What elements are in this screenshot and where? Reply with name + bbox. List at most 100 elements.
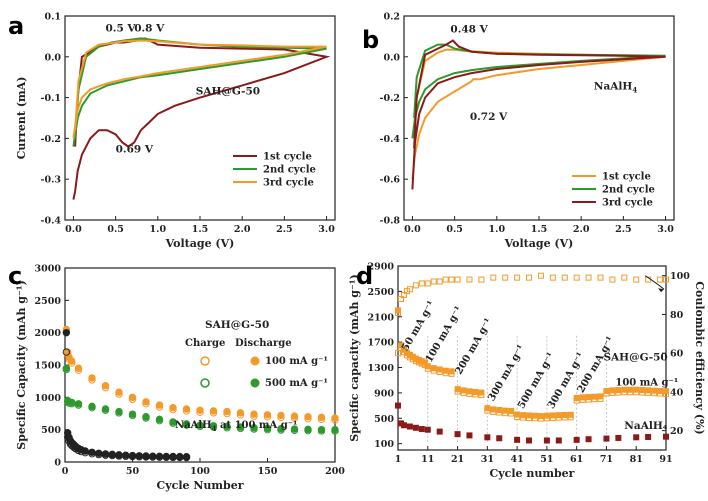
data-point <box>395 309 401 316</box>
data-point <box>209 409 218 417</box>
data-point <box>543 415 550 422</box>
data-point <box>633 434 640 441</box>
data-point <box>555 437 562 444</box>
data-point <box>182 453 191 462</box>
x-tick-label: 71 <box>600 454 613 465</box>
data-point <box>490 408 497 415</box>
data-point <box>128 393 137 402</box>
legend-marker-discharge <box>250 356 260 366</box>
data-point <box>597 274 604 281</box>
data-point <box>62 348 71 356</box>
y-tick-label: -0.8 <box>380 216 401 227</box>
y-tick-label: 500 <box>374 414 394 425</box>
x-tick-label: 2.0 <box>573 224 590 235</box>
peak-annotation: 0.5 V <box>106 23 137 35</box>
data-point <box>290 426 299 435</box>
legend-label: 3rd cycle <box>602 198 653 209</box>
x-tick-label: 100 <box>190 466 210 477</box>
data-point <box>142 400 150 408</box>
peak-annotation: 0.48 V <box>450 23 488 35</box>
y-tick-label: 1500 <box>35 361 62 372</box>
data-point <box>621 389 628 396</box>
data-point <box>466 276 473 283</box>
data-point <box>663 433 669 440</box>
x-tick-label: 3.0 <box>657 224 674 235</box>
x-tick-label: 50 <box>126 466 140 477</box>
x-tick-label: 0.0 <box>404 224 421 235</box>
data-point <box>223 424 231 432</box>
data-point <box>484 434 491 441</box>
data-point <box>526 274 533 281</box>
y-tick-label: 500 <box>41 425 61 436</box>
data-point <box>209 423 218 431</box>
naalh4-annotation: NaAlH4 at 100 mA g⁻¹ <box>175 420 297 433</box>
data-point <box>478 276 485 283</box>
data-point <box>250 410 258 418</box>
data-point <box>223 407 231 416</box>
x-tick-label: 0.0 <box>65 224 82 235</box>
x-tick-label: 51 <box>540 454 553 465</box>
data-point <box>418 426 425 433</box>
data-point <box>645 433 652 440</box>
data-point <box>573 274 580 281</box>
data-point <box>263 425 272 434</box>
data-point <box>657 276 664 283</box>
data-point <box>169 419 177 427</box>
x-axis-label: Cycle number <box>490 467 575 480</box>
data-point <box>484 407 491 414</box>
data-point <box>406 286 413 293</box>
data-point <box>460 389 467 396</box>
data-point <box>585 274 592 281</box>
data-point <box>290 412 299 420</box>
y-tick-label: -0.1 <box>41 93 61 104</box>
x-tick-label: 1.5 <box>531 224 548 235</box>
data-point <box>304 413 312 421</box>
data-point <box>196 422 204 431</box>
y-tick-label: 0.1 <box>44 12 61 23</box>
data-point <box>567 414 574 421</box>
data-point <box>418 280 425 287</box>
data-point <box>101 383 110 392</box>
data-point <box>454 276 461 283</box>
data-point <box>400 422 407 429</box>
y-right-axis-label: Coulombic efficiency (%) <box>693 281 706 435</box>
data-point <box>597 395 604 402</box>
data-point <box>663 276 669 283</box>
data-point <box>74 366 83 374</box>
data-point <box>290 414 299 422</box>
data-point <box>436 368 443 375</box>
data-point <box>454 431 461 438</box>
data-point <box>442 370 449 377</box>
y-right-tick-label: 40 <box>670 387 684 398</box>
data-point <box>514 274 521 281</box>
data-point <box>520 414 527 421</box>
data-point <box>478 392 485 399</box>
rate-label: 200 mA g⁻¹ <box>454 317 495 377</box>
data-point <box>395 350 401 357</box>
legend-header: Charge <box>185 338 225 349</box>
y-tick-label: 3000 <box>35 264 62 275</box>
data-point <box>277 426 285 434</box>
data-point <box>514 436 521 443</box>
data-point <box>436 428 443 435</box>
data-point <box>250 412 258 420</box>
x-tick-label: 2.5 <box>615 224 632 235</box>
data-point <box>304 426 312 435</box>
data-point <box>543 437 550 444</box>
sample-label: NaAlH4 <box>594 80 637 94</box>
data-point <box>182 407 191 415</box>
data-point <box>115 388 123 396</box>
data-point <box>490 274 497 281</box>
y-tick-label: 2900 <box>368 262 395 273</box>
data-point <box>317 413 326 422</box>
data-point <box>331 414 339 422</box>
data-point <box>101 406 110 414</box>
y-tick-label: -0.4 <box>41 216 62 227</box>
data-point <box>182 421 191 429</box>
data-point <box>531 415 538 422</box>
legend-marker-discharge <box>250 378 260 388</box>
y-tick-label: 2500 <box>368 287 395 298</box>
legend-marker-charge <box>200 356 210 366</box>
data-point <box>74 401 83 409</box>
data-point <box>424 426 431 433</box>
